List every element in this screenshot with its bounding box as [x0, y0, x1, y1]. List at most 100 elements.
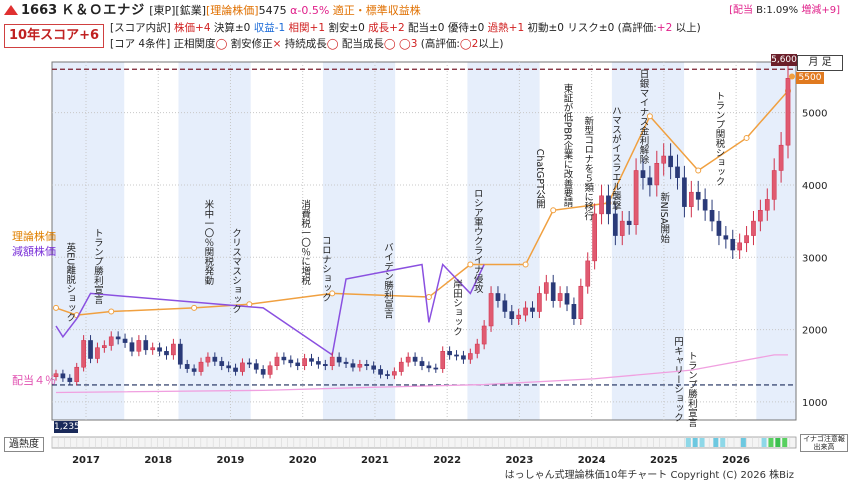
candle-body — [205, 356, 211, 363]
candle-body — [592, 213, 597, 262]
candle-body — [426, 365, 432, 369]
candle-body — [316, 361, 321, 365]
candle-body — [723, 235, 729, 240]
x-tick-label: 2024 — [578, 455, 606, 466]
candle-body — [744, 235, 749, 244]
candle-body — [599, 195, 604, 215]
candle-body — [516, 314, 522, 319]
stock-header: 1663 Ｋ＆Ｏエナジ [東P][鉱業][理論株価]5475 α-0.5% 適正・標… — [4, 2, 846, 20]
current-price-label: 5500 — [796, 72, 824, 84]
category-label: [理論株価] — [206, 4, 259, 17]
theory-price-point — [695, 167, 702, 174]
event-annotation: 新NISA開始 — [658, 192, 670, 245]
event-annotation: トランプ関税ショック — [713, 91, 725, 186]
candle-body — [695, 191, 701, 200]
event-annotation: トランプ勝利宣言 — [92, 228, 104, 305]
core-items: 正相関度◯ 割安修正× 持続成長◯ 配当成長◯ — [174, 38, 399, 50]
stock-name: Ｋ＆Ｏエナジ — [61, 3, 146, 18]
score-item: 過熱+1 — [487, 22, 528, 34]
candle-body — [378, 369, 383, 375]
year-band — [52, 62, 125, 420]
score-item: +2 — [656, 22, 676, 34]
heat-label: 過熱度 — [4, 437, 44, 452]
theory-price-point — [191, 304, 198, 311]
candle-body — [177, 343, 183, 365]
score-item: (高評価: — [617, 22, 657, 34]
legend-impair-price: 減額株価 — [12, 245, 56, 258]
x-tick-label: 2019 — [217, 455, 245, 466]
candle-body — [184, 364, 190, 369]
x-tick-label: 2026 — [722, 455, 750, 466]
candle-body — [585, 260, 591, 287]
event-annotation: ロシア軍ウクライナ侵攻 — [472, 189, 484, 294]
candle-body — [619, 220, 625, 236]
candle-body — [495, 293, 501, 301]
candle-body — [564, 293, 570, 305]
candle-body — [129, 342, 135, 352]
heat-cell — [713, 438, 719, 447]
core-item-label: 持続成長 — [284, 38, 327, 50]
candle-body — [751, 220, 756, 236]
candle-body — [329, 356, 335, 367]
dividend-stat-b: B:1.09% — [752, 5, 799, 16]
dividend-stat: [配当 B:1.09% 増減+9] — [729, 2, 840, 20]
candle-body — [543, 282, 549, 294]
x-tick-label: 2022 — [433, 455, 461, 466]
theory-price-point — [53, 304, 59, 311]
theory-price-point — [743, 134, 750, 141]
score-items: 株価+4 決算±0 収益-1 相関+1 割安±0 成長+2 配当±0 優待±0 … — [174, 22, 701, 34]
candle-body — [150, 347, 156, 351]
heat-cell — [685, 438, 691, 447]
candle-body — [474, 343, 480, 354]
candle-body — [309, 358, 314, 362]
candle-body — [461, 355, 466, 360]
score-item: リスク±0 — [567, 22, 618, 34]
core-item-mark: × — [272, 38, 285, 50]
score-item: 株価+4 — [174, 22, 214, 34]
legend-theory-price: 理論株価 — [12, 230, 56, 243]
candle-body — [157, 347, 162, 352]
event-annotation: ハマスがイスラエル襲撃 — [610, 105, 622, 210]
score-item: 以上) — [675, 22, 701, 34]
candle-body — [640, 170, 646, 178]
event-annotation: トランプ勝利宣言 — [686, 351, 698, 428]
core-threshold-post: 以上) — [478, 38, 504, 50]
candle-body — [260, 369, 266, 375]
theory-price-point — [550, 207, 557, 214]
timeframe-label[interactable]: 月 足 — [797, 55, 843, 71]
caution-note: イナゴ注意報 出来高 — [800, 434, 848, 452]
candle-body — [88, 340, 93, 359]
candle-body — [350, 363, 356, 368]
candle-body — [730, 238, 736, 251]
candle-body — [226, 365, 231, 369]
candle-body — [240, 362, 245, 372]
candle-body — [53, 373, 59, 377]
y-tick-label: 1000 — [802, 398, 827, 409]
current-price-marker — [789, 73, 795, 80]
candle-body — [122, 338, 128, 343]
candle-body — [233, 367, 238, 372]
candle-body — [523, 307, 528, 316]
heat-cell — [782, 438, 788, 447]
candle-body — [95, 347, 100, 359]
candle-body — [716, 220, 722, 236]
high-price-label: 5,600 — [771, 54, 797, 66]
core-item-mark: ◯ — [383, 38, 399, 50]
score-breakdown: [スコア内訳] 株価+4 決算±0 収益-1 相関+1 割安±0 成長+2 配当… — [110, 21, 701, 35]
candle-body — [274, 356, 280, 367]
up-arrow-icon — [4, 5, 18, 15]
heat-cell — [775, 438, 781, 447]
theory-price-point — [467, 261, 474, 268]
score-item: 初動±0 — [527, 22, 568, 34]
core-item-label: 配当成長 — [341, 38, 384, 50]
candle-body — [688, 191, 694, 207]
price-label: 5475 — [258, 4, 287, 17]
x-tick-label: 2020 — [289, 455, 317, 466]
theory-price-point — [646, 113, 653, 120]
candle-body — [405, 356, 411, 363]
core-item-mark: ◯ — [215, 38, 231, 50]
candle-body — [336, 356, 342, 363]
candle-body — [440, 351, 446, 369]
candle-body — [102, 345, 107, 348]
candle-body — [267, 365, 273, 375]
